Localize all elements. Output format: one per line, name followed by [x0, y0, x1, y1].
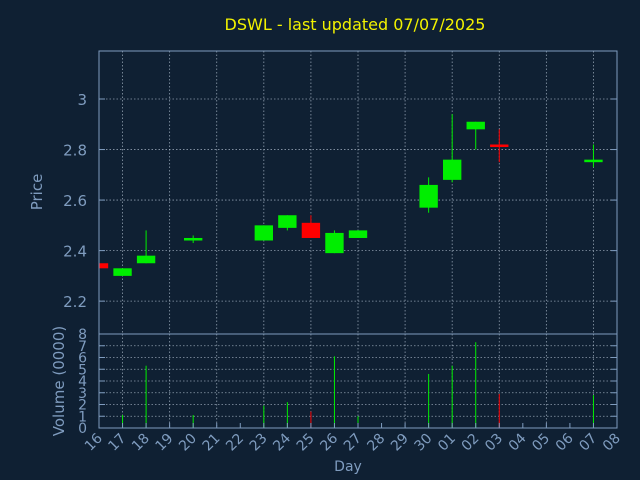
- volume-grid: [99, 334, 617, 428]
- candle-body: [278, 215, 297, 228]
- volume-y-tick-label: 0: [78, 421, 87, 437]
- candle-body: [466, 121, 485, 130]
- price-y-tick-label: 2.2: [63, 293, 87, 311]
- x-tick-label: 04: [506, 430, 530, 454]
- candle-body: [348, 230, 368, 238]
- candle-body: [490, 144, 509, 148]
- volume-y-tick-label: 1: [78, 409, 87, 425]
- x-tick-label: 22: [223, 431, 247, 455]
- x-tick-label: 20: [176, 431, 200, 455]
- x-tick-label: 08: [600, 431, 624, 455]
- price-grid: [99, 51, 617, 334]
- volume-y-tick-label: 5: [78, 362, 87, 378]
- price-y-tick-label: 2.8: [63, 142, 87, 160]
- x-tick-label: 21: [200, 431, 224, 455]
- x-tick-label: 03: [482, 431, 506, 455]
- x-tick-label: 30: [412, 431, 436, 455]
- x-tick-label: 23: [247, 431, 271, 455]
- price-y-tick-label: 3: [77, 91, 87, 109]
- x-tick-label: 02: [459, 431, 483, 455]
- x-tick-label: 18: [129, 431, 153, 455]
- volume-y-tick-label: 7: [78, 339, 87, 355]
- x-tick-label: 05: [529, 431, 553, 455]
- x-tick-label: 25: [294, 431, 318, 455]
- x-axis-label: Day: [334, 459, 362, 475]
- volume-bars: [98, 342, 594, 428]
- volume-y-tick-label: 3: [78, 386, 87, 402]
- x-tick-label: 01: [435, 431, 459, 455]
- candle-body: [136, 255, 156, 264]
- candle-body: [99, 263, 109, 269]
- x-tick-label: 19: [153, 431, 177, 455]
- x-tick-label: 07: [576, 431, 600, 455]
- volume-y-tick-label: 6: [78, 351, 87, 367]
- candle-body: [254, 225, 274, 241]
- x-tick-label: 26: [317, 430, 341, 454]
- volume-y-tick-label: 2: [78, 398, 87, 414]
- candle-body: [584, 159, 603, 163]
- x-tick-label: 29: [388, 431, 412, 455]
- x-tick-label: 17: [105, 431, 129, 455]
- price-y-axis-label: Price: [28, 174, 46, 211]
- x-tick-label: 06: [553, 430, 577, 454]
- candle-body: [325, 232, 344, 254]
- price-y-tick-label: 2.6: [63, 192, 87, 210]
- candle-body: [301, 222, 321, 238]
- price-y-ticks: 2.2 2.4 2.6 2.8 3: [63, 91, 617, 311]
- price-y-tick-label: 2.4: [63, 243, 87, 261]
- volume-y-tick-label: 8: [78, 327, 87, 343]
- volume-y-axis-label: Volume (0000): [50, 326, 68, 436]
- candles: [98, 114, 603, 276]
- x-tick-label: 27: [341, 431, 365, 455]
- candle-body: [113, 268, 132, 276]
- candle-body: [419, 184, 438, 208]
- candle-body: [442, 159, 462, 180]
- x-tick-label: 28: [364, 431, 388, 455]
- chart-title: DSWL - last updated 07/07/2025: [225, 15, 486, 34]
- volume-y-tick-label: 4: [78, 374, 87, 390]
- candle-body: [183, 237, 203, 241]
- x-tick-label: 24: [270, 430, 294, 454]
